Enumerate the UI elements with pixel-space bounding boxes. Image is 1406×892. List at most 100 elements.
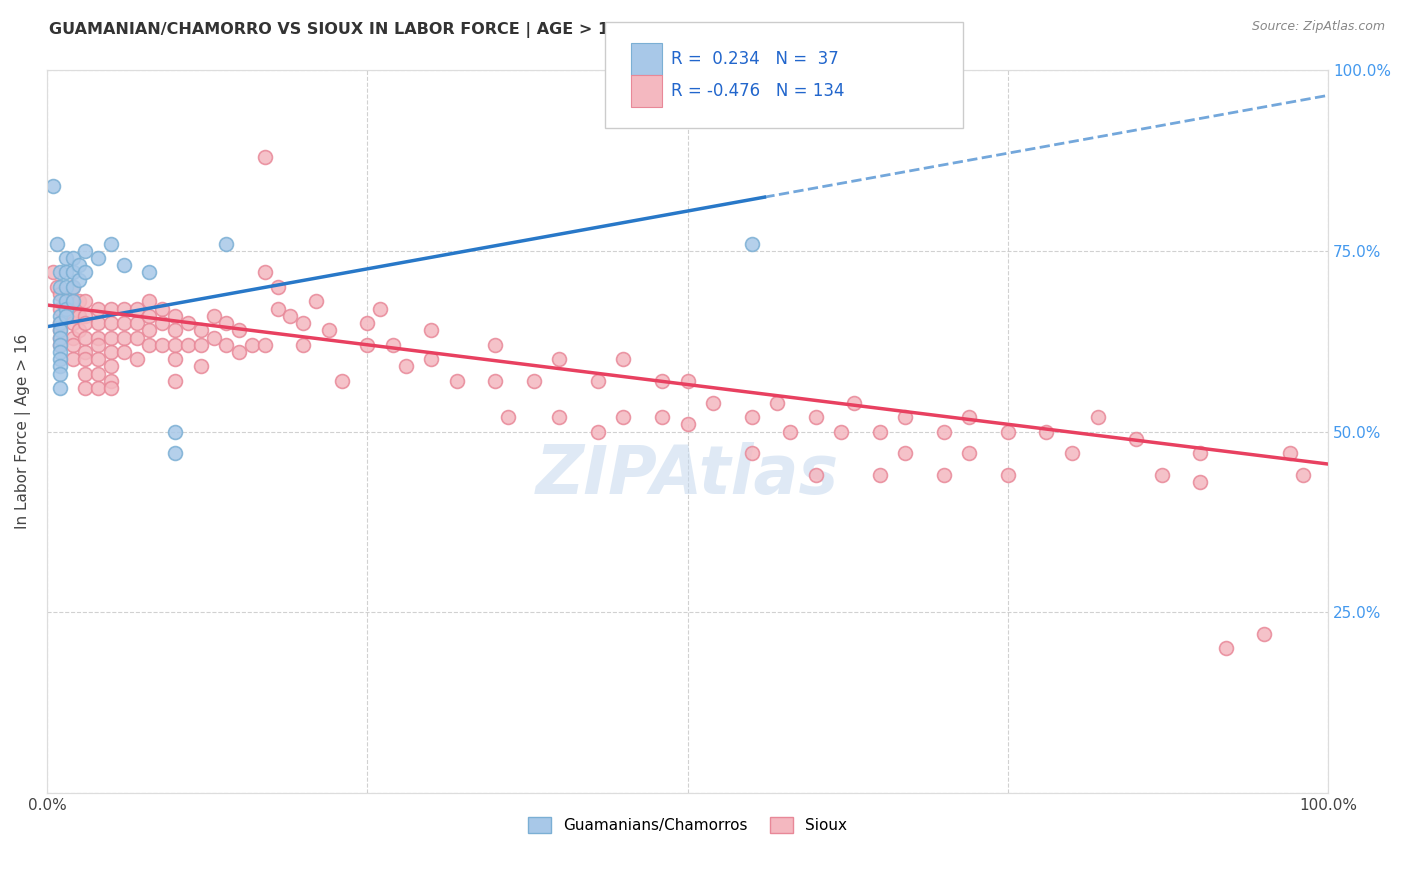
Point	[55, 309, 77, 323]
Point	[177, 338, 200, 352]
Point	[100, 301, 122, 316]
Point	[356, 338, 378, 352]
Point	[62, 301, 84, 316]
Point	[62, 294, 84, 309]
Point	[75, 367, 97, 381]
Point	[266, 301, 288, 316]
Point	[894, 410, 917, 425]
Point	[55, 294, 77, 309]
Point	[190, 323, 212, 337]
Point	[75, 294, 97, 309]
Point	[266, 280, 288, 294]
Point	[42, 265, 65, 279]
Point	[112, 301, 135, 316]
Point	[741, 446, 763, 460]
Point	[49, 316, 72, 330]
Text: R =  0.234   N =  37: R = 0.234 N = 37	[671, 50, 838, 68]
Point	[62, 280, 84, 294]
Point	[75, 244, 97, 258]
Text: ZIPAtlas: ZIPAtlas	[536, 442, 839, 508]
Point	[100, 316, 122, 330]
Point	[869, 467, 891, 482]
Point	[75, 345, 97, 359]
Point	[240, 338, 263, 352]
Point	[305, 294, 328, 309]
Point	[138, 265, 160, 279]
Point	[190, 338, 212, 352]
Point	[62, 352, 84, 367]
Point	[49, 323, 72, 337]
Point	[49, 301, 72, 316]
Point	[49, 345, 72, 359]
Point	[741, 410, 763, 425]
Point	[165, 338, 187, 352]
Y-axis label: In Labor Force | Age > 16: In Labor Force | Age > 16	[15, 334, 31, 529]
Point	[741, 236, 763, 251]
Point	[766, 395, 789, 409]
Text: Source: ZipAtlas.com: Source: ZipAtlas.com	[1251, 20, 1385, 33]
Point	[67, 323, 90, 337]
Point	[997, 467, 1019, 482]
Point	[446, 374, 468, 388]
Legend: Guamanians/Chamorros, Sioux: Guamanians/Chamorros, Sioux	[522, 812, 853, 839]
Point	[125, 316, 148, 330]
Point	[75, 316, 97, 330]
Point	[292, 316, 315, 330]
Point	[253, 338, 276, 352]
Point	[125, 301, 148, 316]
Point	[150, 338, 173, 352]
Point	[87, 367, 110, 381]
Point	[87, 301, 110, 316]
Point	[100, 236, 122, 251]
Point	[75, 352, 97, 367]
Point	[62, 309, 84, 323]
Point	[804, 410, 827, 425]
Point	[112, 258, 135, 272]
Point	[612, 410, 634, 425]
Point	[215, 338, 238, 352]
Point	[112, 316, 135, 330]
Point	[1253, 627, 1275, 641]
Point	[165, 323, 187, 337]
Point	[381, 338, 404, 352]
Point	[165, 374, 187, 388]
Point	[138, 323, 160, 337]
Point	[49, 294, 72, 309]
Point	[62, 316, 84, 330]
Point	[292, 338, 315, 352]
Point	[49, 330, 72, 344]
Point	[55, 251, 77, 265]
Point	[1189, 446, 1212, 460]
Point	[67, 294, 90, 309]
Point	[957, 446, 980, 460]
Point	[112, 330, 135, 344]
Point	[842, 395, 865, 409]
Point	[586, 425, 609, 439]
Point	[523, 374, 546, 388]
Point	[612, 352, 634, 367]
Point	[702, 395, 724, 409]
Point	[138, 309, 160, 323]
Point	[165, 446, 187, 460]
Text: GUAMANIAN/CHAMORRO VS SIOUX IN LABOR FORCE | AGE > 16 CORRELATION CHART: GUAMANIAN/CHAMORRO VS SIOUX IN LABOR FOR…	[49, 22, 818, 38]
Point	[651, 410, 673, 425]
Point	[1125, 432, 1147, 446]
Point	[87, 381, 110, 395]
Point	[112, 345, 135, 359]
Point	[100, 345, 122, 359]
Point	[100, 374, 122, 388]
Point	[1150, 467, 1173, 482]
Point	[49, 280, 72, 294]
Point	[125, 352, 148, 367]
Point	[215, 316, 238, 330]
Point	[49, 352, 72, 367]
Point	[55, 301, 77, 316]
Point	[1291, 467, 1313, 482]
Text: R = -0.476   N = 134: R = -0.476 N = 134	[671, 82, 844, 100]
Point	[1189, 475, 1212, 490]
Point	[75, 309, 97, 323]
Point	[165, 309, 187, 323]
Point	[62, 294, 84, 309]
Point	[368, 301, 391, 316]
Point	[1215, 641, 1237, 656]
